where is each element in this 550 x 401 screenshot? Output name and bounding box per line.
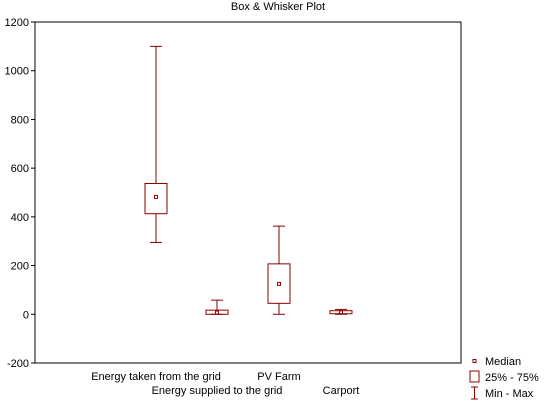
box-4 xyxy=(329,308,353,315)
y-tick-label: 1000 xyxy=(5,66,29,78)
y-tick-label: 0 xyxy=(23,309,29,321)
legend-median-label: Median xyxy=(485,356,521,368)
box-2 xyxy=(205,299,229,315)
category-labels: Energy taken from the grid Energy supplie… xyxy=(91,371,359,397)
median-point xyxy=(339,310,343,315)
y-tick-label: -200 xyxy=(7,358,29,370)
y-tick-label: 400 xyxy=(11,212,29,224)
box-series xyxy=(144,45,353,315)
legend: Median 25% - 75% Min - Max xyxy=(469,356,539,400)
y-tick-label: 200 xyxy=(11,261,29,273)
median-point xyxy=(215,310,219,315)
legend-whisker-label: Min - Max xyxy=(485,388,534,400)
median-point xyxy=(277,281,281,286)
category-label: Energy supplied to the grid xyxy=(152,385,283,397)
y-axis: -200 0 200 400 600 800 1000 1200 xyxy=(5,17,35,370)
box-1 xyxy=(144,45,168,243)
category-label: Energy taken from the grid xyxy=(91,371,221,383)
chart-title: Box & Whisker Plot xyxy=(231,1,325,13)
box-3 xyxy=(267,225,291,315)
legend-box-label: 25% - 75% xyxy=(485,372,539,384)
plot-area xyxy=(34,21,462,364)
category-label: Carport xyxy=(323,385,360,397)
legend-box-marker xyxy=(469,370,480,383)
y-tick-label: 1200 xyxy=(5,17,29,29)
iqr-box xyxy=(144,182,168,215)
y-tick-label: 600 xyxy=(11,163,29,175)
median-point xyxy=(154,194,158,199)
y-tick-label: 800 xyxy=(11,114,29,126)
iqr-box xyxy=(267,263,291,304)
legend-median-marker xyxy=(472,359,477,363)
category-label: PV Farm xyxy=(257,371,300,383)
